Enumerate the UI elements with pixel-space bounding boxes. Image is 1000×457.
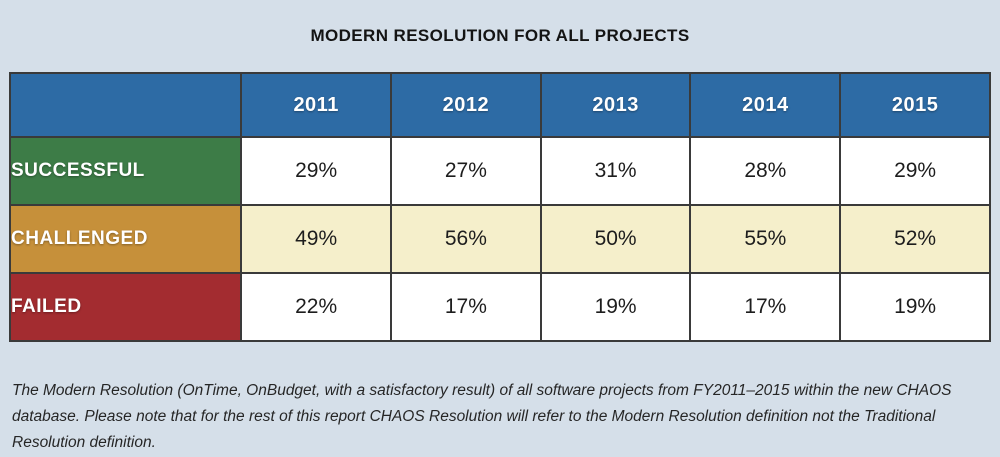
cell-successful-2014: 28%: [689, 136, 842, 206]
cell-failed-2015: 19%: [839, 272, 991, 342]
table-row-challenged: CHALLENGED 49% 56% 50% 55% 52%: [8, 204, 991, 274]
row-label-failed: FAILED: [8, 272, 243, 342]
resolution-table: 2011 2012 2013 2014 2015 SUCCESSFUL 29% …: [8, 72, 991, 342]
year-header-2012: 2012: [390, 72, 542, 138]
row-label-challenged: CHALLENGED: [8, 204, 243, 274]
cell-failed-2011: 22%: [240, 272, 392, 342]
cell-challenged-2015: 52%: [839, 204, 991, 274]
table-row-successful: SUCCESSFUL 29% 27% 31% 28% 29%: [8, 136, 991, 206]
cell-failed-2014: 17%: [689, 272, 842, 342]
cell-challenged-2011: 49%: [240, 204, 392, 274]
year-header-2011: 2011: [240, 72, 392, 138]
page-title: MODERN RESOLUTION FOR ALL PROJECTS: [310, 26, 690, 45]
cell-failed-2013: 19%: [539, 272, 692, 342]
figure-caption: The Modern Resolution (OnTime, OnBudget,…: [12, 382, 952, 452]
table-row-failed: FAILED 22% 17% 19% 17% 19%: [8, 272, 991, 342]
corner-cell: [8, 72, 243, 138]
year-header-2013: 2013: [539, 72, 692, 138]
cell-failed-2012: 17%: [390, 272, 542, 342]
cell-successful-2012: 27%: [390, 136, 542, 206]
cell-challenged-2014: 55%: [689, 204, 842, 274]
cell-challenged-2013: 50%: [539, 204, 692, 274]
cell-successful-2015: 29%: [839, 136, 991, 206]
year-header-2014: 2014: [689, 72, 842, 138]
cell-challenged-2012: 56%: [390, 204, 542, 274]
year-header-2015: 2015: [839, 72, 991, 138]
row-label-successful: SUCCESSFUL: [8, 136, 243, 206]
cell-successful-2011: 29%: [240, 136, 392, 206]
table-header-row: 2011 2012 2013 2014 2015: [8, 72, 991, 138]
cell-successful-2013: 31%: [539, 136, 692, 206]
